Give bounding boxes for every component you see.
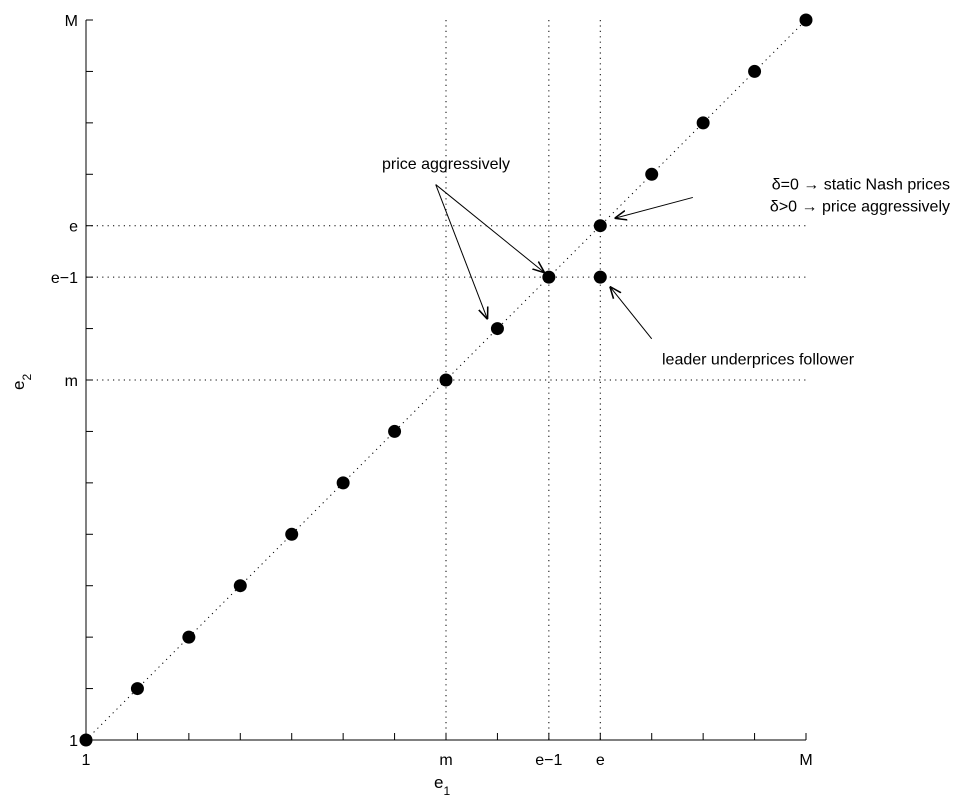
data-point xyxy=(336,476,350,490)
axis-labels: e1 e2 xyxy=(9,374,450,798)
annotation-text: price aggressively xyxy=(382,156,510,173)
annotation-text: leader underprices follower xyxy=(662,352,855,369)
data-point xyxy=(79,733,93,747)
data-point xyxy=(285,527,299,541)
annotation-arrow xyxy=(435,184,544,272)
annotation-arrow xyxy=(611,287,653,340)
data-point xyxy=(748,64,762,78)
annotations: price aggressively δ=0 → static Nash pric… xyxy=(382,156,950,368)
x-tick-label: e−1 xyxy=(535,752,562,769)
data-point xyxy=(542,270,556,284)
diagonal-reference-line xyxy=(85,19,807,741)
x-tick-label: m xyxy=(439,752,452,769)
data-point xyxy=(696,116,710,130)
data-point xyxy=(130,682,144,696)
y-tick-label: M xyxy=(65,13,78,30)
x-axis-label: e1 xyxy=(434,773,450,798)
annotation-arrow xyxy=(616,196,693,218)
annotation-text: δ>0 → price aggressively xyxy=(770,199,950,216)
annotation-arrow xyxy=(435,184,487,319)
y-axis-label: e2 xyxy=(9,374,34,390)
data-points xyxy=(79,13,813,747)
annotation-text: δ=0 → static Nash prices xyxy=(772,177,950,194)
y-tick-label: 1 xyxy=(69,733,78,750)
data-point xyxy=(388,424,402,438)
x-tick-label: e xyxy=(596,752,605,769)
y-tick-label: e xyxy=(69,219,78,236)
ticks: 1 m e−1 e M 1 m e−1 e M xyxy=(51,13,813,769)
y-tick-label: e−1 xyxy=(51,270,78,287)
x-tick-label: 1 xyxy=(82,752,91,769)
data-point xyxy=(593,270,607,284)
data-point xyxy=(182,630,196,644)
data-point xyxy=(645,167,659,181)
y-tick-label: m xyxy=(65,373,78,390)
data-point xyxy=(593,219,607,233)
reference-lines xyxy=(85,19,807,741)
data-point xyxy=(439,373,453,387)
data-point xyxy=(233,579,247,593)
x-tick-label: M xyxy=(799,752,812,769)
data-point xyxy=(490,322,504,336)
data-point xyxy=(799,13,813,27)
